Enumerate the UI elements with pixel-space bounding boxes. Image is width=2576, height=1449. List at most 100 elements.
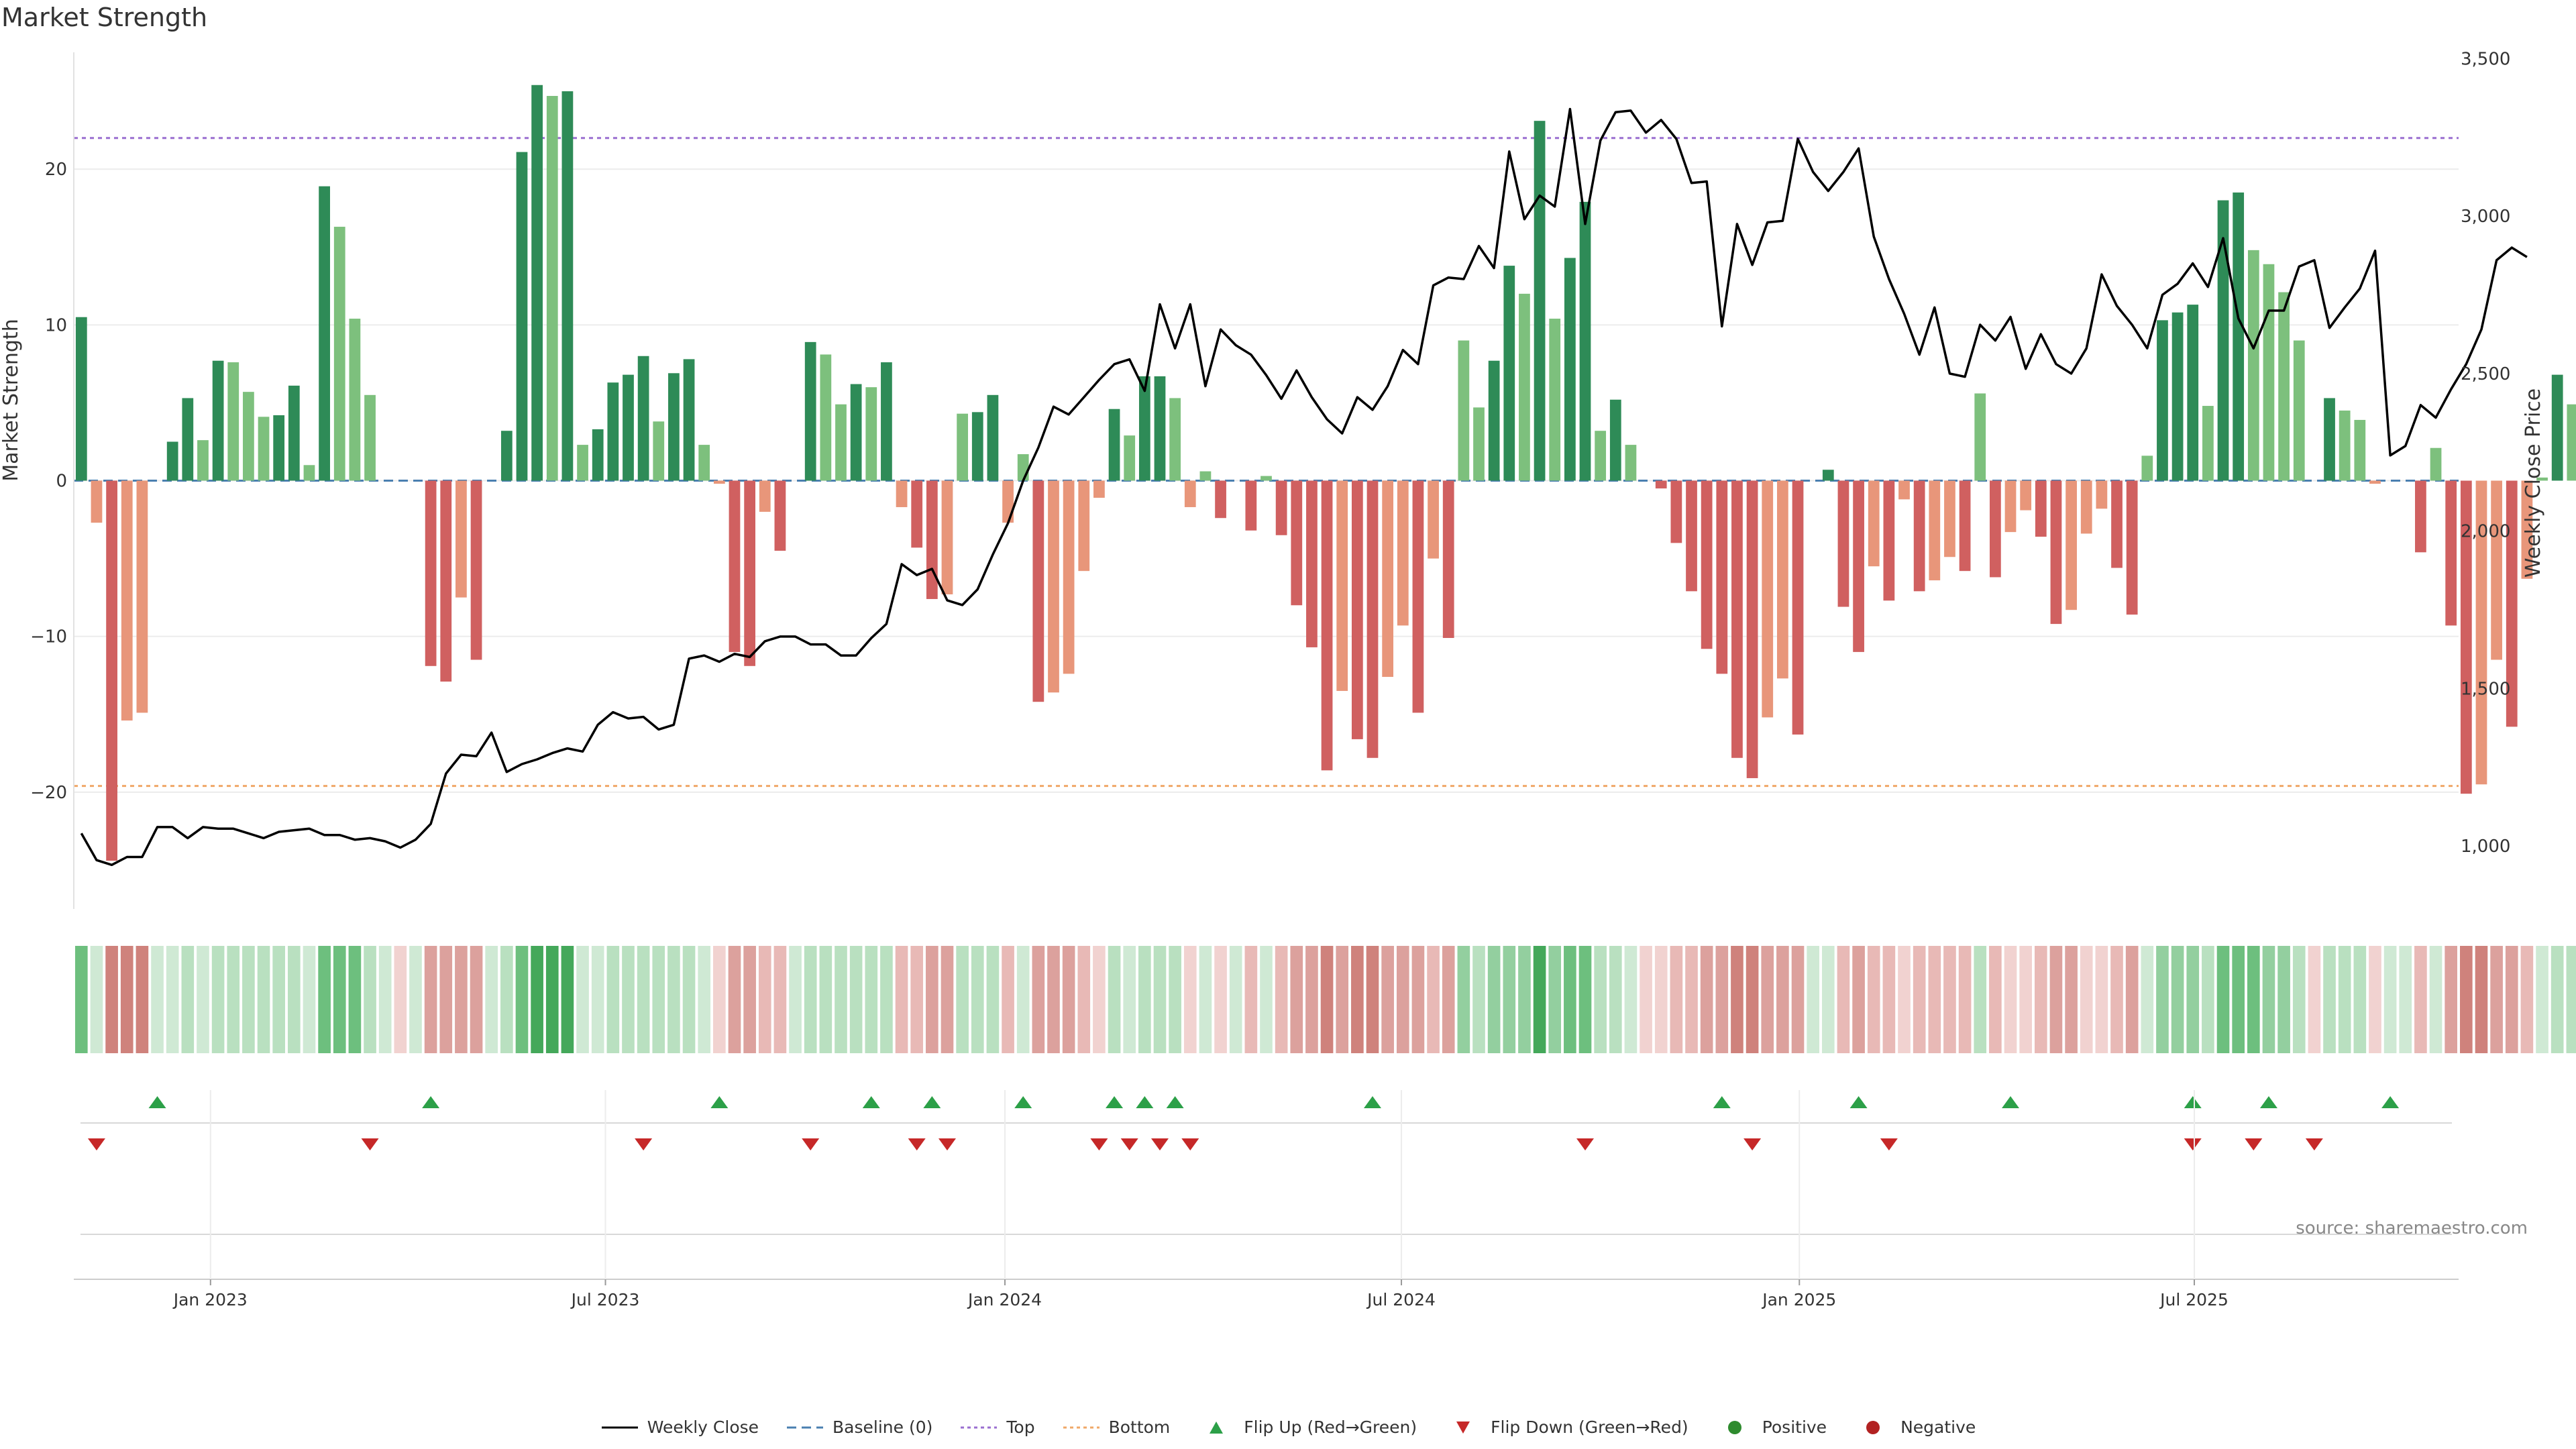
strength-bar (1837, 480, 1849, 607)
heat-cell (1654, 946, 1668, 1053)
strength-bar (1002, 480, 1014, 523)
right-tick-label: 1,000 (2461, 837, 2510, 857)
legend-item-top[interactable]: Top (959, 1417, 1035, 1437)
strength-bar (653, 421, 665, 481)
strength-bar (987, 394, 999, 481)
legend-item-baseline[interactable]: Baseline (0) (786, 1417, 932, 1437)
strength-bar (2065, 480, 2077, 610)
heat-cell (1487, 946, 1501, 1053)
flip-down-marker (2245, 1138, 2263, 1150)
heat-cell (2049, 946, 2063, 1053)
strength-bar (1929, 480, 1941, 581)
heat-cell (2353, 946, 2367, 1053)
heat-strip (75, 946, 2576, 1053)
strength-bar (546, 96, 558, 481)
heat-cell (1989, 946, 2002, 1053)
strength-bar (2369, 480, 2381, 484)
strength-bar (1260, 476, 1272, 481)
strength-bar (319, 186, 330, 481)
heat-cell (2445, 946, 2457, 1053)
triangle-up-icon (1197, 1419, 1236, 1436)
legend-item-weekly-close[interactable]: Weekly Close (600, 1417, 759, 1437)
strength-bar (759, 480, 771, 512)
strength-bar (2111, 480, 2123, 568)
heat-cell (2156, 946, 2169, 1053)
flip-up-marker (1014, 1096, 1032, 1108)
flip-up-marker (1136, 1096, 1154, 1108)
legend-item-flip-up[interactable]: Flip Up (Red→Green) (1197, 1417, 1417, 1437)
heat-cell (835, 946, 847, 1053)
heat-cell (1138, 946, 1151, 1053)
strength-bar (2157, 320, 2168, 481)
strength-bar (2020, 480, 2032, 511)
heat-cell (364, 946, 376, 1053)
strength-bar (865, 387, 877, 481)
strength-bar (1336, 480, 1348, 691)
strength-bar (896, 480, 908, 507)
strength-bar (212, 360, 224, 481)
heat-cell (1518, 946, 1531, 1053)
strength-bar (623, 374, 634, 481)
legend-label: Top (1006, 1417, 1035, 1437)
heat-cell (151, 946, 164, 1053)
strength-bar (2080, 480, 2092, 534)
strength-bar (1488, 360, 1500, 481)
strength-bar (2506, 480, 2518, 727)
legend-item-bottom[interactable]: Bottom (1062, 1417, 1170, 1437)
heat-cell (288, 946, 301, 1053)
heat-cell (500, 946, 513, 1053)
flip-down-marker (635, 1138, 653, 1150)
strength-bar (455, 480, 467, 598)
strength-bar (2004, 480, 2017, 533)
strength-bar (729, 480, 741, 652)
heat-cell (1290, 946, 1303, 1053)
heat-cell (1229, 946, 1242, 1053)
heat-cell (1183, 946, 1197, 1053)
legend-item-flip-down[interactable]: Flip Down (Green→Red) (1444, 1417, 1688, 1437)
flip-down-marker (87, 1138, 105, 1150)
source-note: source: sharemaestro.com (2296, 1218, 2528, 1238)
heat-cell (2277, 946, 2290, 1053)
x-axis: Jan 2023 Jul 2023 Jan 2024 Jul 2024 Jan 2025… (74, 1090, 2459, 1309)
heat-cell (1411, 946, 1425, 1053)
strength-bar (1442, 480, 1454, 639)
heat-cell (2065, 946, 2078, 1053)
heat-cell (1548, 946, 1562, 1053)
strength-bar (243, 392, 254, 481)
strength-bar (1822, 470, 1834, 481)
heat-cell (531, 946, 543, 1053)
strength-bar (561, 91, 574, 481)
legend-item-positive[interactable]: Positive (1715, 1417, 1827, 1437)
heat-cell (758, 946, 771, 1053)
legend-dotted-icon (1062, 1419, 1101, 1436)
heat-cell (1898, 946, 1911, 1053)
strength-bar (668, 373, 680, 481)
strength-bar (1868, 480, 1880, 567)
heat-cell (561, 946, 574, 1053)
strength-bar (1017, 454, 1029, 481)
heat-cell (1169, 946, 1181, 1053)
heat-cell (819, 946, 833, 1053)
strength-bar (1184, 480, 1196, 507)
legend-dotted-icon (959, 1419, 998, 1436)
flip-down-marker (908, 1138, 926, 1150)
heat-cell (2034, 946, 2047, 1053)
strength-bar (531, 85, 543, 481)
heat-cell (2369, 946, 2381, 1053)
right-tick-label: 3,000 (2461, 207, 2510, 227)
legend-item-negative[interactable]: Negative (1854, 1417, 1976, 1437)
x-tick-label: Jul 2025 (2159, 1290, 2229, 1309)
strength-bar (2035, 480, 2047, 537)
strength-bar (1595, 431, 1607, 481)
strength-bar (1215, 480, 1226, 519)
strength-bar (1762, 480, 1774, 718)
heat-cell (789, 946, 802, 1053)
heat-cell (2216, 946, 2230, 1053)
strength-bar (106, 480, 117, 861)
flip-down-marker (1743, 1138, 1762, 1150)
x-tick-label: Jan 2025 (1761, 1290, 1836, 1309)
heat-cell (1396, 946, 1409, 1053)
strength-bar (1275, 480, 1287, 535)
heat-cell (1882, 946, 1896, 1053)
strength-bar (1716, 480, 1728, 674)
